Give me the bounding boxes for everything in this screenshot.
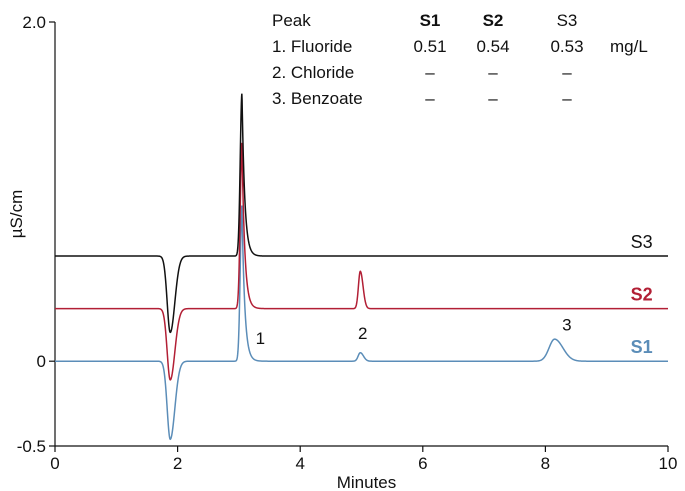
legend-cell: –	[562, 89, 572, 108]
y-axis-title: µS/cm	[7, 190, 26, 239]
trace-label-s1: S1	[631, 337, 653, 357]
legend-cell: mg/L	[610, 37, 648, 56]
x-ticks: 0 2 4 6 8 10	[50, 446, 677, 473]
x-tick-label: 2	[173, 454, 182, 473]
legend-cell: 3. Benzoate	[272, 89, 363, 108]
legend-header-cell: S2	[483, 11, 504, 30]
peak-label: 2	[358, 324, 367, 343]
legend-cell: –	[562, 63, 572, 82]
y-tick-label: 2.0	[22, 13, 46, 32]
legend-cell: 0.53	[550, 37, 583, 56]
peak-label: 1	[256, 329, 265, 348]
legend-cell: 0.51	[413, 37, 446, 56]
legend-cell: –	[425, 89, 435, 108]
y-tick-label: -0.5	[17, 437, 46, 456]
x-axis-title: Minutes	[337, 473, 397, 491]
trace-label-s3: S3	[631, 232, 653, 252]
trace-s1	[55, 205, 668, 441]
x-tick-label: 8	[541, 454, 550, 473]
trace-s3	[55, 93, 668, 334]
x-tick-label: 4	[295, 454, 304, 473]
peak-label: 3	[562, 316, 571, 335]
legend-cell: –	[488, 89, 498, 108]
peak-labels: 1 2 3	[256, 316, 572, 349]
trace-label-s2: S2	[631, 285, 653, 305]
legend-cell: 1. Fluoride	[272, 37, 352, 56]
x-tick-label: 10	[659, 454, 678, 473]
y-ticks: 2.0 0 -0.5	[17, 13, 55, 456]
legend-cell: –	[425, 63, 435, 82]
x-tick-label: 6	[418, 454, 427, 473]
legend-table: Peak S1 S2 S3 1. Fluoride 0.51 0.54 0.53 mg/L 2. …	[272, 11, 648, 108]
legend-header-cell: Peak	[272, 11, 311, 30]
legend-header-cell: S3	[557, 11, 578, 30]
legend-cell: –	[488, 63, 498, 82]
axes	[54, 22, 668, 447]
legend-cell: 2. Chloride	[272, 63, 354, 82]
x-tick-label: 0	[50, 454, 59, 473]
trace-s2	[55, 142, 668, 381]
y-tick-label: 0	[37, 352, 46, 371]
trace-labels: S1 S2 S3	[631, 232, 653, 357]
traces	[55, 93, 668, 441]
legend-header-cell: S1	[420, 11, 441, 30]
legend-cell: 0.54	[476, 37, 509, 56]
